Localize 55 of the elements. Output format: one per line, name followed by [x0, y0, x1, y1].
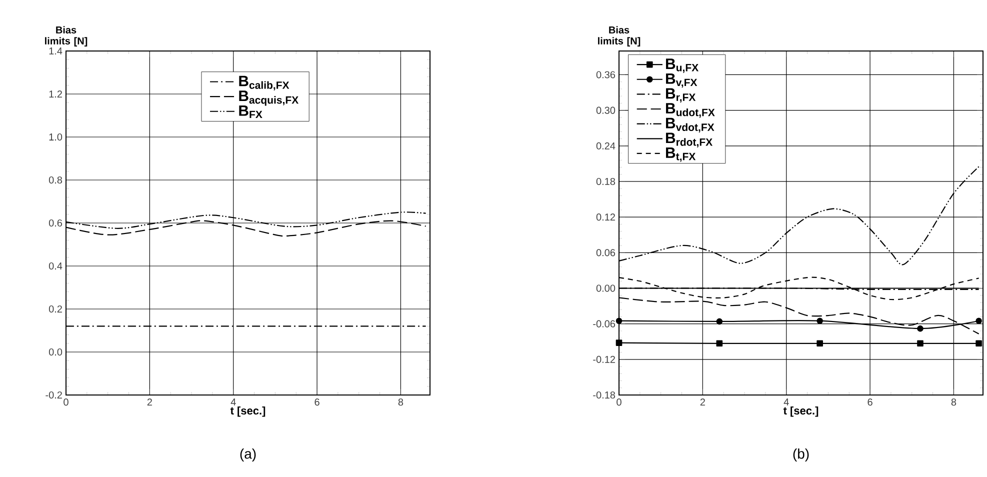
legend-label: B$_{r,FX}$ — [666, 88, 696, 102]
y-tick-label: -0.2 — [46, 391, 62, 399]
y-tick-label: 0.2 — [48, 305, 62, 313]
y-tick-label: 0.24 — [596, 142, 616, 150]
point — [816, 340, 823, 347]
legend-label: B$_{rdot,FX}$ — [666, 132, 712, 148]
x-tick-label: 4 — [784, 398, 789, 406]
x-tick-label: 0 — [64, 398, 68, 406]
point — [917, 325, 924, 332]
x-tick-label: 2 — [147, 398, 152, 406]
y-tick-label: 0.0 — [48, 348, 62, 356]
legend-label: B$_{calib,FX}$ — [239, 76, 290, 90]
legend-label: B$_{u,FX}$ — [666, 58, 698, 73]
legend-label: B$_{udot,FX}$ — [666, 103, 715, 118]
point — [816, 318, 823, 324]
legend-label: B$_{t,FX}$ — [666, 148, 696, 162]
text: (a) — [240, 448, 256, 462]
point — [616, 340, 622, 346]
x-tick-label: 8 — [951, 398, 956, 406]
point — [616, 318, 622, 324]
y-axis-title: Bias limits [N] — [45, 26, 88, 46]
y-tick-label: 0.00 — [596, 284, 616, 292]
y-tick-label: 1.0 — [49, 133, 62, 141]
point — [716, 340, 723, 347]
legend-label: B$_{v,FX}$ — [666, 73, 698, 88]
x-tick-label: 0 — [616, 398, 622, 406]
legend-label: B$_{vdot,FX}$ — [666, 118, 714, 133]
point — [716, 318, 723, 325]
y-tick-label: 0.4 — [48, 262, 62, 270]
y-tick-label: 0.6 — [48, 219, 62, 227]
legend-label: B$_{acquis,FX}$ — [239, 90, 298, 106]
y-tick-label: 1.2 — [49, 90, 62, 98]
y-tick-label: 0.18 — [596, 178, 616, 186]
point — [917, 340, 924, 347]
legend-label: B$_{FX}$ — [239, 105, 262, 118]
y-tick-label: 0.8 — [48, 176, 62, 184]
x-tick-label: 2 — [700, 398, 705, 406]
y-tick-label: 0.06 — [596, 249, 616, 256]
y-tick-label: -0.12 — [593, 356, 615, 363]
x-axis-title: t [sec.] — [230, 406, 266, 417]
y-tick-label: 0.12 — [596, 214, 615, 221]
point — [976, 318, 982, 324]
x-tick-label: 6 — [868, 398, 872, 406]
point — [976, 340, 982, 347]
y-tick-label: -0.18 — [593, 391, 616, 399]
y-tick-label: 0.30 — [596, 106, 616, 114]
x-axis-title: t [sec.] — [783, 406, 818, 417]
y-tick-label: -0.06 — [593, 320, 616, 328]
x-tick-label: 8 — [398, 398, 404, 406]
y-tick-label: 0.36 — [596, 71, 616, 78]
x-tick-label: 6 — [314, 398, 320, 406]
y-axis-title: Bias limits [N] — [598, 26, 640, 46]
y-tick-label: 1.4 — [49, 48, 62, 54]
x-tick-label: 4 — [230, 398, 236, 406]
text: (b) — [793, 448, 809, 462]
